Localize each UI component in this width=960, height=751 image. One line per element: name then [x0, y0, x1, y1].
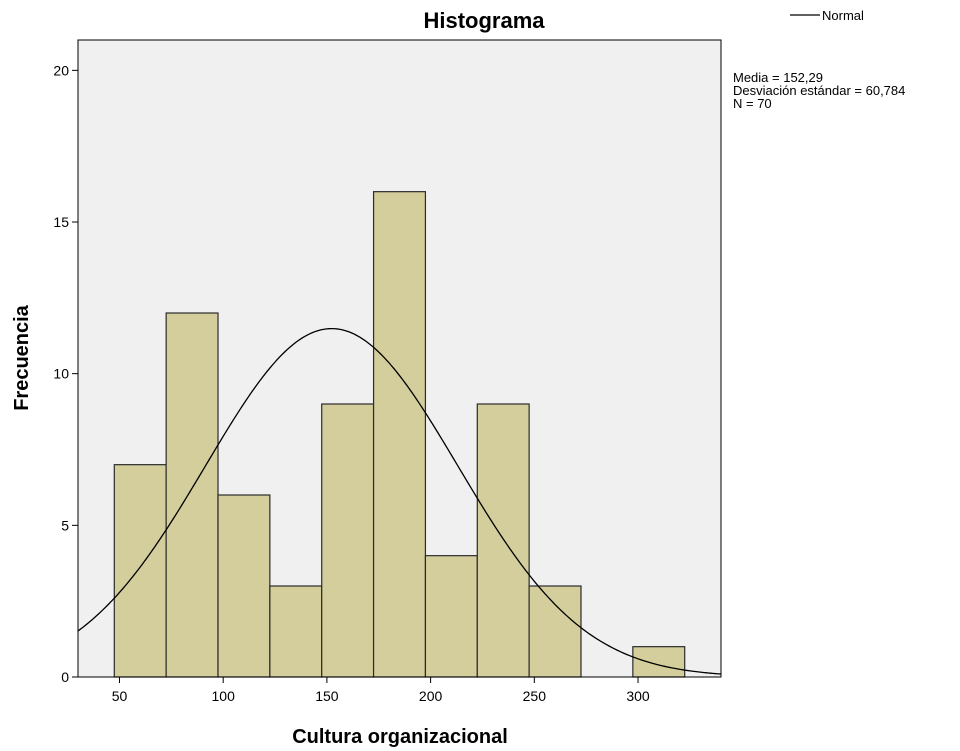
chart-title: Histograma: [423, 8, 545, 33]
stats-box: Media = 152,29 Desviación estándar = 60,…: [733, 70, 905, 111]
histogram-bar: [528, 585, 582, 678]
stats-n: N = 70: [733, 96, 772, 111]
stats-std: Desviación estándar = 60,784: [733, 83, 905, 98]
y-tick-label: 20: [53, 62, 69, 78]
histogram-bar: [269, 585, 323, 678]
stats-mean: Media = 152,29: [733, 70, 823, 85]
bars-group: [113, 191, 686, 678]
x-tick-label: 300: [626, 688, 650, 704]
histogram-bar: [476, 403, 530, 678]
x-tick-label: 250: [523, 688, 547, 704]
x-axis: 50 100 150 200 250 300: [112, 677, 650, 704]
histogram-bar: [217, 494, 271, 678]
x-tick-label: 100: [212, 688, 236, 704]
y-tick-label: 0: [61, 669, 69, 685]
histogram-bar: [321, 403, 375, 678]
x-tick-label: 150: [315, 688, 339, 704]
histogram-bar: [632, 646, 686, 678]
legend: Normal: [790, 8, 864, 23]
histogram-bar: [165, 312, 219, 678]
x-axis-label: Cultura organizacional: [292, 726, 508, 748]
plot-frame: [77, 39, 722, 678]
normal-curve: [77, 327, 722, 675]
y-tick-label: 15: [53, 214, 69, 230]
x-tick-label: 50: [112, 688, 128, 704]
y-axis: 0 5 10 15 20: [53, 62, 78, 685]
legend-label-normal: Normal: [822, 8, 864, 23]
y-axis-label: Frecuencia: [11, 304, 33, 410]
histogram-bar: [372, 191, 427, 678]
y-tick-label: 5: [61, 517, 69, 533]
histogram-bar: [113, 464, 167, 678]
x-tick-label: 200: [419, 688, 443, 704]
y-tick-label: 10: [53, 366, 69, 382]
histogram-bar: [424, 555, 478, 678]
